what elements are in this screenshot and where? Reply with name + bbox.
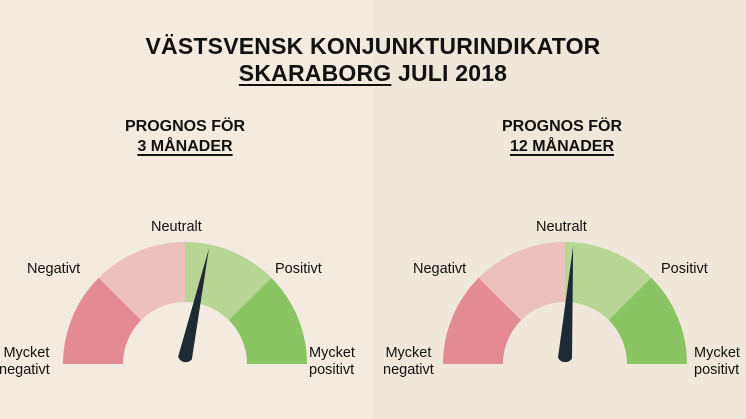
gauge-12m-segment-positive bbox=[565, 242, 652, 321]
gauge-12m-label-very-negative-line2: negativt bbox=[383, 362, 434, 378]
gauge-horizon-12m: 12 MÅNADER bbox=[509, 138, 614, 155]
gauge-subtitle-3m-line2: 3 MÅNADER bbox=[85, 136, 285, 158]
gauge-12m-label-very-positive-line1: Mycket bbox=[694, 345, 740, 361]
gauge-12m-needle bbox=[558, 246, 574, 363]
gauge-3m-label-very-positive-line2: positivt bbox=[309, 362, 355, 378]
gauge-horizon-3m: 3 MÅNADER bbox=[137, 138, 233, 155]
gauge-12m-label-very-positive-line2: positivt bbox=[694, 362, 740, 378]
gauge-12m-segment-very-negative bbox=[443, 277, 522, 364]
gauge-3m-segment-very-negative bbox=[63, 277, 142, 364]
gauge-12m-label-neutral: Neutralt bbox=[536, 219, 587, 235]
gauge-12m-label-very-negative: Mycket negativt bbox=[383, 345, 434, 379]
gauge-12m-label-negative: Negativt bbox=[413, 261, 467, 277]
gauge-12m-label-very-negative-line1: Mycket bbox=[385, 345, 432, 361]
gauge-3m-label-very-negative-line1: Mycket bbox=[3, 345, 50, 361]
gauge-12m-label-positive: Positivt bbox=[661, 261, 708, 277]
gauge-3m-label-very-positive-line1: Mycket bbox=[309, 345, 355, 361]
gauge-3m-label-positive: Positivt bbox=[275, 261, 322, 277]
gauge-subtitle-3m-line1: PROGNOS FÖR bbox=[124, 118, 245, 135]
title-period: JULI 2018 bbox=[391, 60, 508, 86]
page-title: VÄSTSVENSK KONJUNKTURINDIKATOR bbox=[145, 33, 601, 59]
gauge-3m-segment-negative bbox=[98, 242, 185, 321]
gauge-3m-segment-very-positive bbox=[228, 277, 307, 364]
gauge-subtitle-12m-line2: 12 MÅNADER bbox=[462, 136, 662, 158]
gauge-12m-label-very-positive: Mycket positivt bbox=[694, 345, 740, 379]
gauge-3m-label-very-negative: Mycket negativt bbox=[0, 345, 50, 379]
gauge-3m-label-very-positive: Mycket positivt bbox=[309, 345, 355, 379]
gauge-3m-label-negative: Negativt bbox=[27, 261, 81, 277]
gauge-3m-label-neutral: Neutralt bbox=[151, 219, 202, 235]
gauge-12m-segment-negative bbox=[478, 242, 565, 321]
gauge-12m-segment-very-positive bbox=[608, 277, 687, 364]
page-title-line2: SKARABORG JULI 2018 bbox=[0, 59, 746, 87]
gauge-3m-needle bbox=[178, 248, 209, 363]
title-region: SKARABORG bbox=[238, 60, 392, 86]
gauge-subtitle-12m-line1: PROGNOS FÖR bbox=[501, 118, 622, 135]
gauge-3m-label-very-negative-line2: negativt bbox=[0, 362, 50, 378]
